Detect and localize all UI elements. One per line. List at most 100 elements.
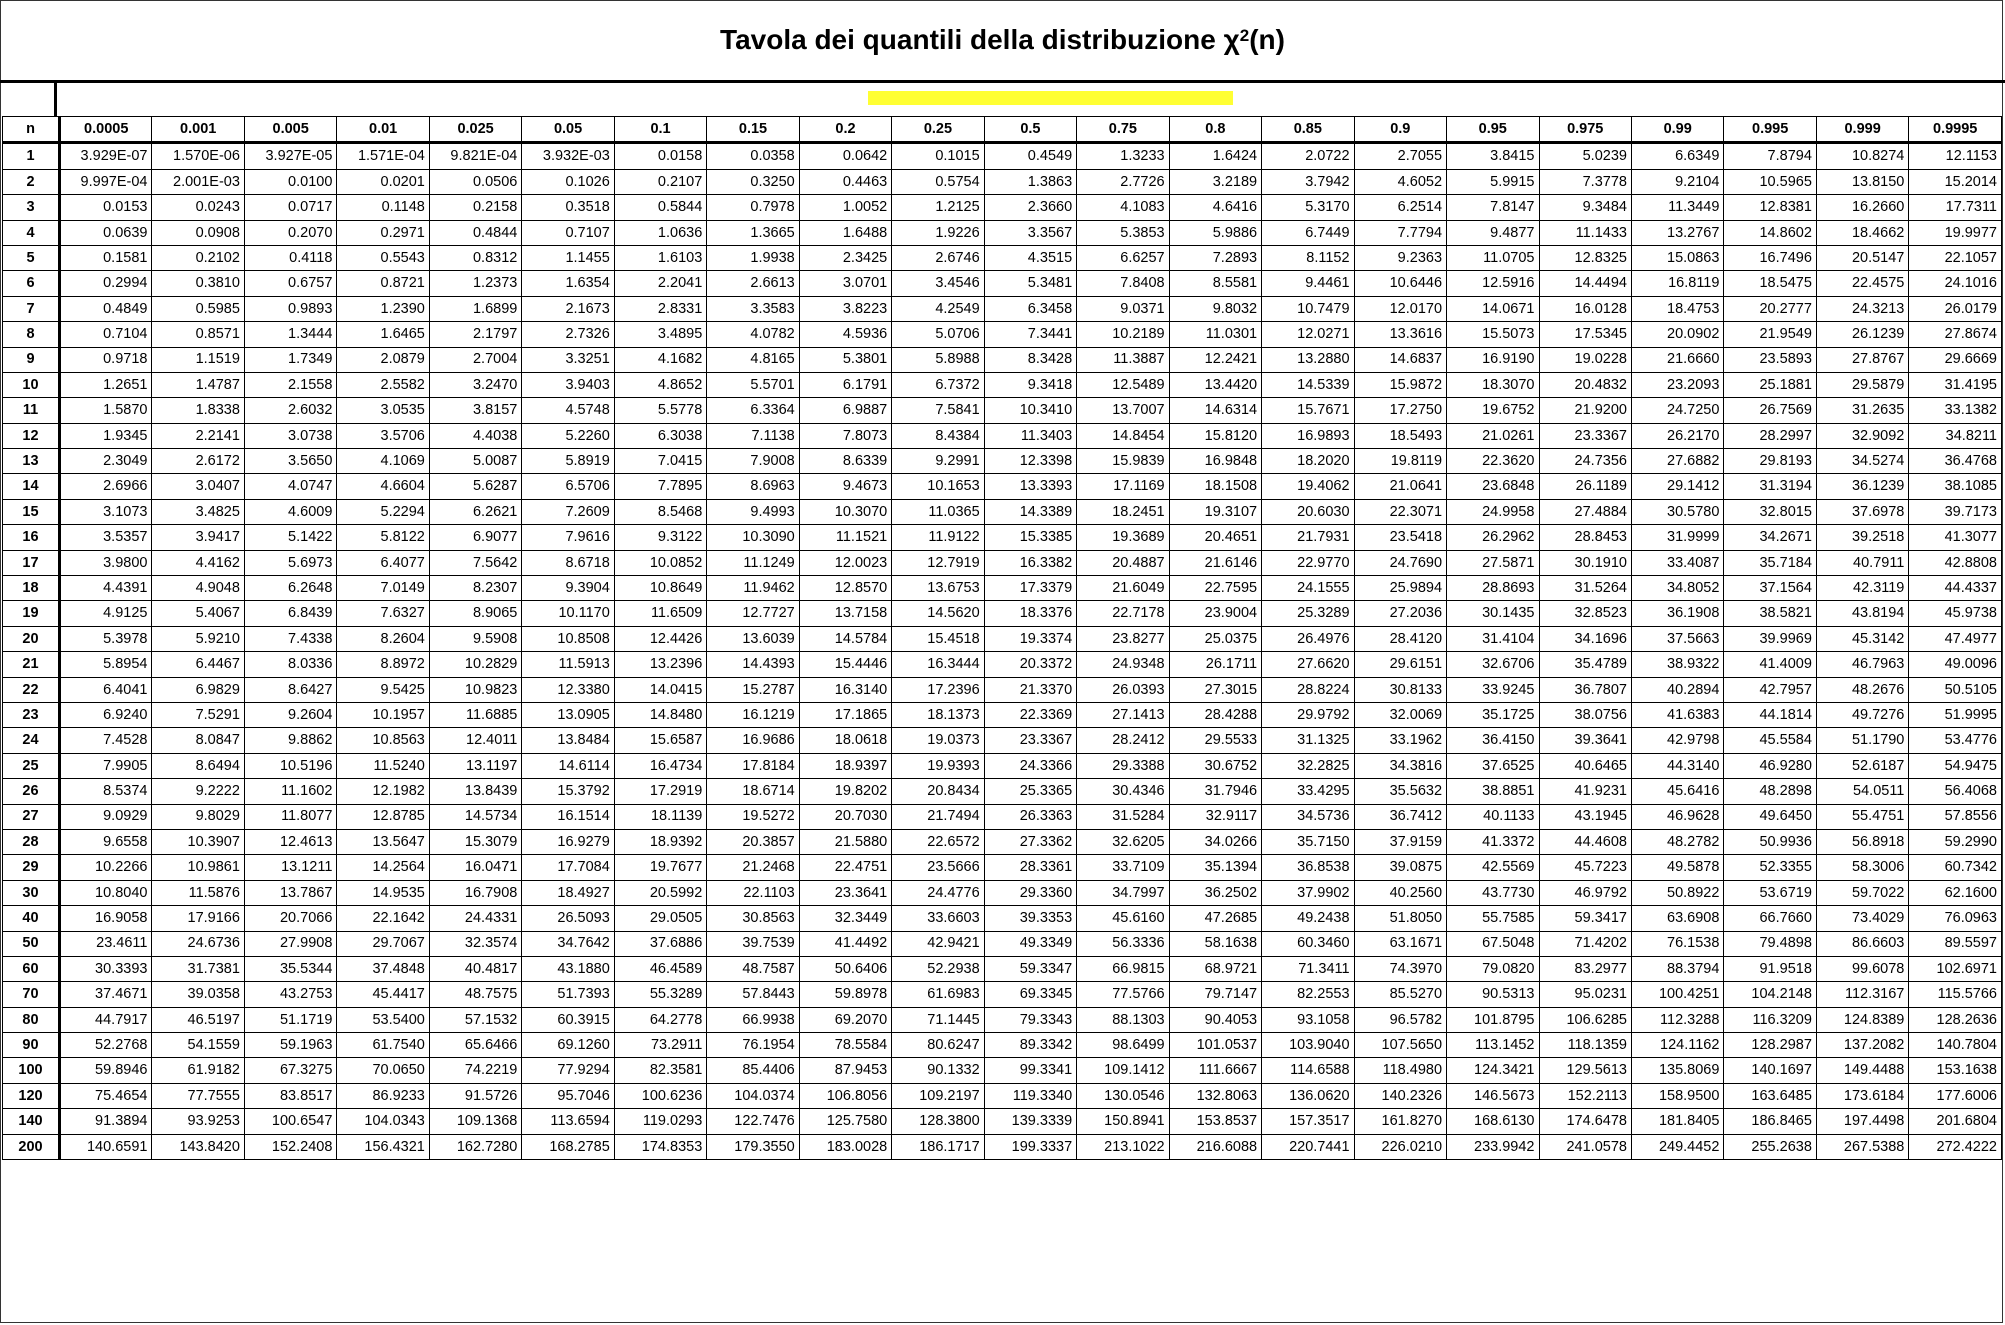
quantile-cell: 3.929E-07 <box>58 142 153 170</box>
quantile-cell: 25.9894 <box>1353 575 1448 602</box>
quantile-cell: 30.3393 <box>58 955 153 983</box>
quantile-cell: 54.0511 <box>1815 778 1910 805</box>
quantile-cell: 69.1260 <box>521 1032 615 1059</box>
quantile-cell: 24.4331 <box>428 905 523 932</box>
quantile-cell: 10.6446 <box>1353 270 1448 297</box>
quantile-cell: 2.8331 <box>613 295 708 323</box>
quantile-cell: 36.7412 <box>1353 803 1448 830</box>
quantile-cell: 132.8063 <box>1168 1082 1263 1110</box>
quantile-cell: 0.7104 <box>58 321 153 348</box>
quantile-cell: 15.5073 <box>1446 321 1540 348</box>
quantile-cell: 4.6052 <box>1353 168 1448 196</box>
quantile-cell: 76.0963 <box>1908 905 2002 932</box>
quantile-cell: 54.9475 <box>1908 752 2002 780</box>
quantile-cell: 42.8808 <box>1908 549 2002 577</box>
quantile-cell: 37.5663 <box>1630 625 1725 653</box>
quantile-cell: 16.9848 <box>1168 448 1263 475</box>
quantile-cell: 1.3665 <box>706 219 800 246</box>
quantile-cell: 39.3353 <box>983 905 1078 932</box>
quantile-cell: 22.4751 <box>798 854 893 881</box>
quantile-cell: 19.7677 <box>613 854 708 881</box>
quantile-cell: 12.7727 <box>706 600 800 627</box>
quantile-cell: 57.8556 <box>1908 803 2002 830</box>
quantile-cell: 129.5613 <box>1538 1057 1632 1084</box>
quantile-cell: 36.8538 <box>1261 854 1355 881</box>
quantile-cell: 3.3251 <box>521 346 615 373</box>
quantile-cell: 49.5878 <box>1630 854 1725 881</box>
quantile-cell: 1.7349 <box>243 346 338 373</box>
quantile-cell: 36.1908 <box>1630 600 1725 627</box>
table-row: 40 16.9058 17.9166 20.7066 22.1642 24.4331 26.… <box>2 905 2002 932</box>
quantile-cell: 5.6973 <box>243 549 338 577</box>
quantile-cell: 77.7555 <box>151 1082 245 1110</box>
quantile-cell: 10.8563 <box>336 727 430 754</box>
quantile-cell: 139.3339 <box>983 1108 1078 1135</box>
quantile-cell: 30.6752 <box>1168 752 1263 780</box>
quantile-cell: 34.3816 <box>1353 752 1448 780</box>
quantile-cell: 31.5284 <box>1076 803 1170 830</box>
quantile-cell: 26.0179 <box>1908 295 2002 323</box>
quantile-cell: 14.3389 <box>983 498 1078 526</box>
quantile-cell: 30.4346 <box>1076 778 1170 805</box>
quantile-cell: 41.4009 <box>1723 651 1817 678</box>
quantile-cell: 95.0231 <box>1538 981 1632 1008</box>
quantile-cell: 6.6257 <box>1076 244 1170 272</box>
table-row: 12 1.9345 2.2141 3.0738 3.5706 4.4038 5.2260 6.… <box>2 422 2002 450</box>
quantile-cell: 89.3342 <box>983 1032 1078 1059</box>
quantile-cell: 15.2014 <box>1908 168 2002 196</box>
quantile-cell: 19.3689 <box>1076 524 1170 551</box>
quantile-cell: 90.1332 <box>891 1057 985 1084</box>
quantile-cell: 34.7642 <box>521 930 615 957</box>
quantile-cell: 156.4321 <box>336 1133 430 1161</box>
quantile-cell: 3.0701 <box>798 270 893 297</box>
quantile-cell: 0.2994 <box>58 270 153 297</box>
quantile-cell: 34.7997 <box>1076 879 1170 907</box>
quantile-cell: 5.0087 <box>428 448 523 475</box>
quantile-cell: 12.8785 <box>336 803 430 830</box>
quantile-cell: 12.8325 <box>1538 244 1632 272</box>
quantile-cell: 26.3363 <box>983 803 1078 830</box>
degrees-of-freedom-cell: 1 <box>2 142 61 170</box>
degrees-of-freedom-cell: 18 <box>2 575 61 602</box>
degrees-of-freedom-cell: 3 <box>2 194 61 221</box>
quantile-cell: 27.2036 <box>1353 600 1448 627</box>
quantile-cell: 103.9040 <box>1261 1032 1355 1059</box>
quantile-cell: 13.7867 <box>243 879 338 907</box>
quantile-cell: 6.4077 <box>336 549 430 577</box>
quantile-cell: 53.6719 <box>1723 879 1817 907</box>
quantile-cell: 32.6706 <box>1446 651 1540 678</box>
quantile-cell: 11.6885 <box>428 701 523 729</box>
quantile-cell: 14.8602 <box>1723 219 1817 246</box>
quantile-cell: 24.3213 <box>1815 295 1910 323</box>
quantile-cell: 1.8338 <box>151 397 245 424</box>
quantile-cell: 0.8312 <box>428 244 523 272</box>
quantile-cell: 25.0375 <box>1168 625 1263 653</box>
quantile-cell: 7.5841 <box>891 397 985 424</box>
quantile-cell: 19.3107 <box>1168 498 1263 526</box>
quantile-cell: 54.1559 <box>151 1032 245 1059</box>
quantile-cell: 0.7978 <box>706 194 800 221</box>
quantile-cell: 1.6465 <box>336 321 430 348</box>
quantile-cell: 8.5581 <box>1168 270 1263 297</box>
quantile-cell: 20.4887 <box>1076 549 1170 577</box>
table-row: 19 4.9125 5.4067 6.8439 7.6327 8.9065 10.1170 1… <box>2 600 2002 627</box>
probability-header: 0.95 <box>1446 115 1540 145</box>
quantile-cell: 6.3038 <box>613 422 708 450</box>
quantile-cell: 19.0228 <box>1538 346 1632 373</box>
quantile-cell: 8.2307 <box>428 575 523 602</box>
quantile-cell: 153.1638 <box>1908 1057 2002 1084</box>
quantile-cell: 49.6450 <box>1723 803 1817 830</box>
quantile-cell: 3.0535 <box>336 397 430 424</box>
quantile-cell: 5.0239 <box>1538 142 1632 170</box>
quantile-cell: 7.1138 <box>706 422 800 450</box>
quantile-cell: 10.2189 <box>1076 321 1170 348</box>
quantile-cell: 0.0201 <box>336 168 430 196</box>
quantile-cell: 24.7250 <box>1630 397 1725 424</box>
quantile-cell: 3.0738 <box>243 422 338 450</box>
quantile-cell: 109.1368 <box>428 1108 523 1135</box>
quantile-cell: 7.0149 <box>336 575 430 602</box>
quantile-cell: 12.3380 <box>521 676 615 703</box>
quantile-cell: 11.5913 <box>521 651 615 678</box>
quantile-cell: 27.3362 <box>983 828 1078 856</box>
table-row: 100 59.8946 61.9182 67.3275 70.0650 74.2219 77… <box>2 1057 2002 1084</box>
